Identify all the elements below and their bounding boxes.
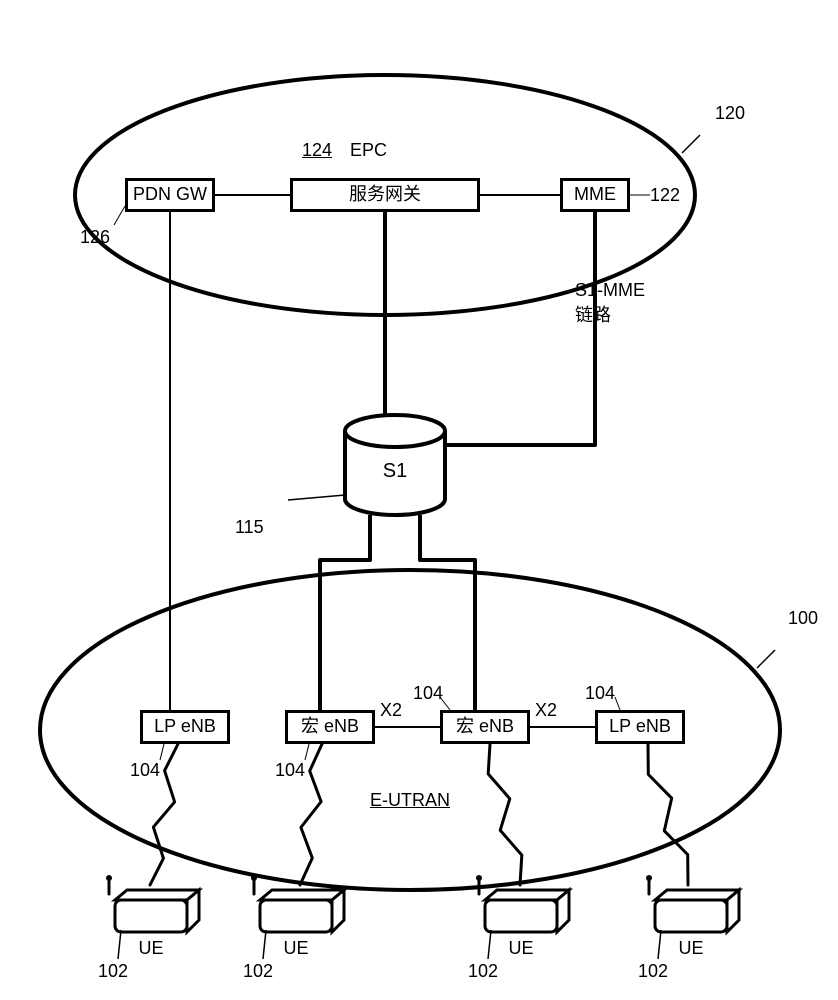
svg-text:UE: UE: [283, 938, 308, 958]
label-epc-title: EPC: [350, 140, 387, 161]
label-s1mme: S1-MME 链路: [575, 280, 645, 327]
label-mme-ref: 122: [650, 185, 680, 206]
svg-text:S1: S1: [383, 460, 407, 482]
label-enb-ref-4: 104: [585, 683, 615, 704]
svg-text:102: 102: [638, 961, 668, 981]
label-x2-2: X2: [535, 700, 557, 721]
node-mme: MME: [560, 178, 630, 212]
svg-text:100: 100: [788, 608, 818, 628]
node-sgw: 服务网关: [290, 178, 480, 212]
svg-text:102: 102: [243, 961, 273, 981]
node-pdn-gw: PDN GW: [125, 178, 215, 212]
label-enb-ref-3: 104: [413, 683, 443, 704]
node-lp-enb-1: LP eNB: [140, 710, 230, 744]
diagram-canvas: 120 100 S1 115 UE 102 UE 102 UE 102 UE 102 PDN GW…: [0, 0, 838, 1000]
node-enb-2: 宏 eNB: [440, 710, 530, 744]
label-enb-ref-2: 104: [275, 760, 305, 781]
node-lp-enb-2: LP eNB: [595, 710, 685, 744]
label-epc-title-num: 124: [302, 140, 332, 161]
label-eutran-title: E-UTRAN: [370, 790, 450, 811]
label-x2-1: X2: [380, 700, 402, 721]
node-enb-1: 宏 eNB: [285, 710, 375, 744]
edge-layer: 120 100 S1 115 UE 102 UE 102 UE 102 UE 102: [0, 0, 838, 1000]
svg-text:UE: UE: [508, 938, 533, 958]
svg-text:UE: UE: [138, 938, 163, 958]
svg-text:120: 120: [715, 103, 745, 123]
svg-text:102: 102: [98, 961, 128, 981]
label-pdn-ref: 126: [80, 227, 110, 248]
svg-text:115: 115: [235, 517, 264, 537]
label-enb-ref-1: 104: [130, 760, 160, 781]
svg-text:102: 102: [468, 961, 498, 981]
svg-text:UE: UE: [678, 938, 703, 958]
